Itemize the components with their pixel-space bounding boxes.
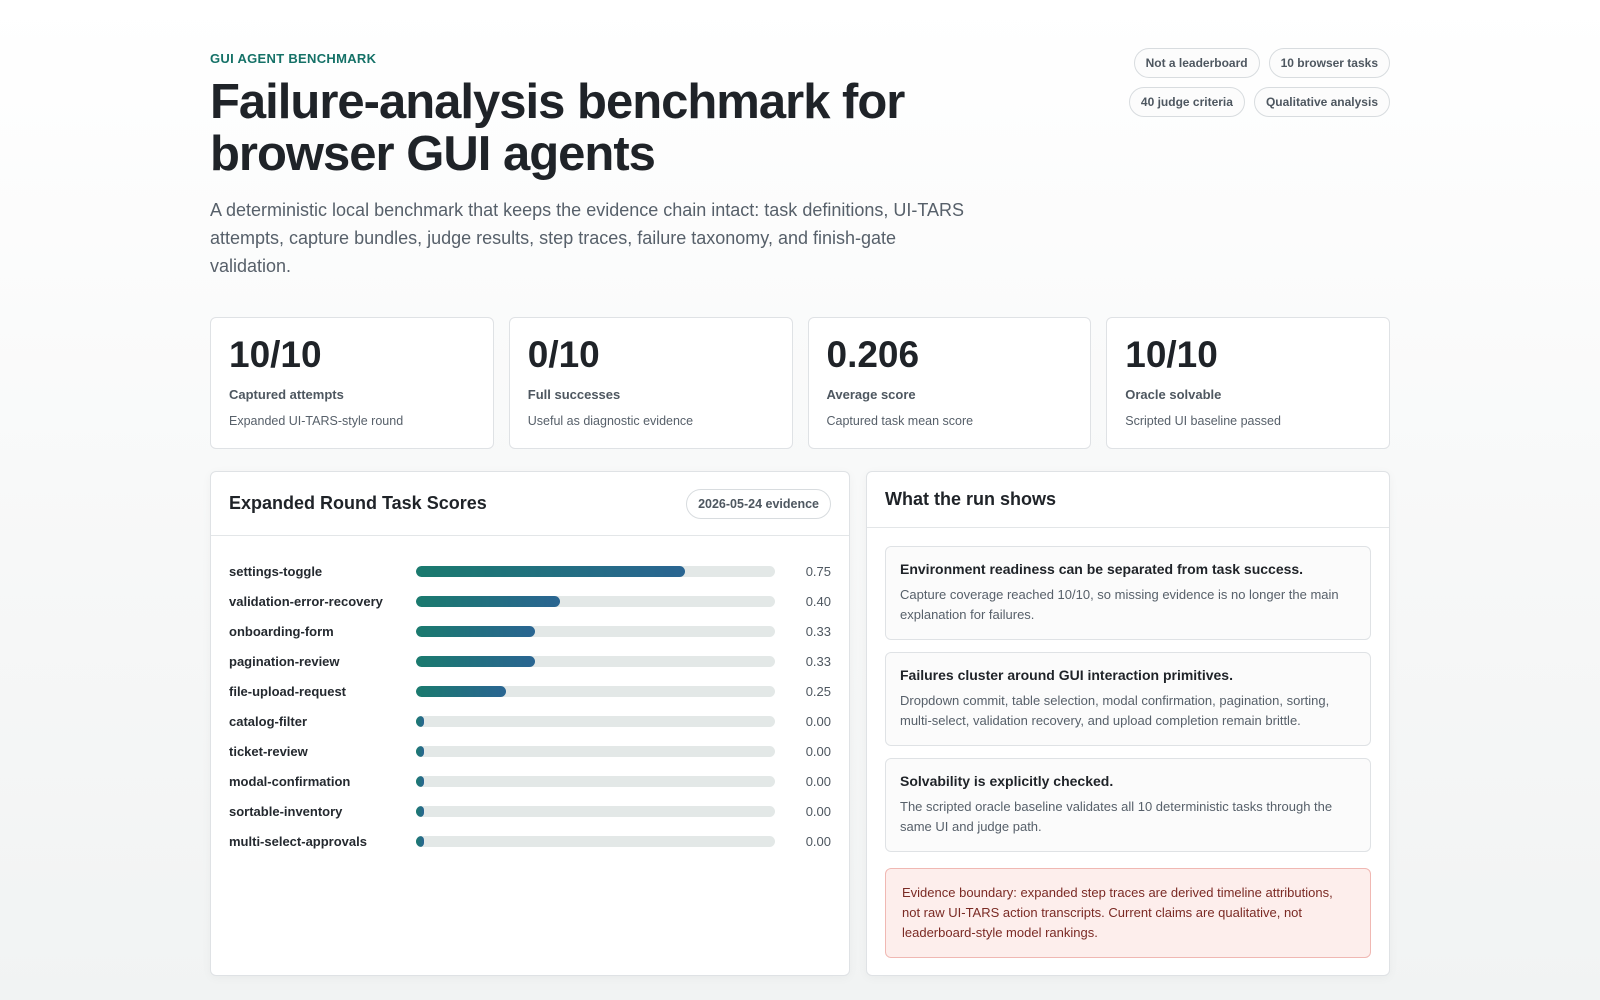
score-bar-track <box>416 835 776 847</box>
score-value: 0.75 <box>805 563 831 579</box>
insight-body: Capture coverage reached 10/10, so missi… <box>900 587 1339 622</box>
stat-description: Expanded UI-TARS-style round <box>229 414 404 428</box>
score-task-name: pagination-review <box>229 653 340 669</box>
score-task-name: onboarding-form <box>229 623 334 639</box>
page-subtitle: A deterministic local benchmark that kee… <box>210 200 965 276</box>
page-title: Failure-analysis benchmark for browser G… <box>210 75 905 181</box>
score-bar-track <box>416 685 776 697</box>
insight-body: Dropdown commit, table selection, modal … <box>900 693 1330 728</box>
score-bar-track <box>416 655 776 667</box>
score-value: 0.40 <box>805 593 831 609</box>
stat-label: Average score <box>826 387 916 402</box>
score-row: settings-toggle 0.75 <box>229 556 831 586</box>
stat-label: Full successes <box>527 387 621 402</box>
score-list: settings-toggle 0.75 validation-error-reco… <box>211 536 849 856</box>
score-task-name: catalog-filter <box>229 713 308 729</box>
score-row: modal-confirmation 0.00 <box>229 766 831 796</box>
task-scores-header: Expanded Round Task Scores 2026-05-24 ev… <box>211 472 849 536</box>
score-bar-track <box>416 745 776 757</box>
score-bar-track <box>416 565 776 577</box>
task-scores-title: Expanded Round Task Scores <box>229 493 487 513</box>
score-row: pagination-review 0.33 <box>229 646 831 676</box>
score-bar-fill <box>416 565 686 577</box>
score-bar-fill <box>416 745 424 757</box>
score-bar-track <box>416 625 776 637</box>
score-task-name: ticket-review <box>229 743 308 759</box>
stat-card-captured-attempts: 10/10 Captured attempts Expanded UI-TARS… <box>210 317 494 449</box>
stat-description: Scripted UI baseline passed <box>1125 414 1281 428</box>
insight-card: Failures cluster around GUI interaction … <box>885 652 1371 746</box>
score-row: multi-select-approvals 0.00 <box>229 826 831 856</box>
score-bar-fill <box>416 775 424 787</box>
score-bar-fill <box>416 715 424 727</box>
score-task-name: validation-error-recovery <box>229 593 383 609</box>
score-value: 0.33 <box>805 623 831 639</box>
score-value: 0.00 <box>805 803 831 819</box>
stat-description: Captured task mean score <box>826 414 974 428</box>
tag-list: Not a leaderboard 10 browser tasks 40 ju… <box>1100 48 1390 117</box>
score-task-name: sortable-inventory <box>229 803 343 819</box>
insight-title: Environment readiness can be separated f… <box>900 561 1304 577</box>
stat-description: Useful as diagnostic evidence <box>527 414 694 428</box>
score-bar-track <box>416 775 776 787</box>
insight-body: The scripted oracle baseline validates a… <box>900 799 1333 834</box>
eyebrow-label: GUI AGENT BENCHMARK <box>210 51 377 66</box>
score-task-name: settings-toggle <box>229 563 323 579</box>
score-bar-track <box>416 805 776 817</box>
tag-not-leaderboard: Not a leaderboard <box>1133 48 1260 78</box>
stat-card-full-successes: 0/10 Full successes Useful as diagnostic… <box>508 317 793 449</box>
run-insights-title: What the run shows <box>885 489 1056 509</box>
tag-browser-tasks: 10 browser tasks <box>1268 48 1390 78</box>
score-bar-fill <box>416 805 424 817</box>
stat-value: 10/10 <box>229 334 322 375</box>
run-insights-header: What the run shows <box>867 472 1389 528</box>
evidence-date-badge: 2026-05-24 evidence <box>686 488 831 519</box>
score-row: file-upload-request 0.25 <box>229 676 831 706</box>
stat-label: Oracle solvable <box>1125 387 1222 402</box>
stat-value: 0.206 <box>826 334 920 375</box>
score-task-name: modal-confirmation <box>229 773 351 789</box>
insight-title: Failures cluster around GUI interaction … <box>900 667 1233 683</box>
insight-list: Environment readiness can be separated f… <box>867 528 1389 958</box>
stat-label: Captured attempts <box>229 387 344 402</box>
stats-row: 10/10 Captured attempts Expanded UI-TARS… <box>210 317 1390 449</box>
score-value: 0.00 <box>805 773 831 789</box>
score-row: sortable-inventory 0.00 <box>229 796 831 826</box>
insight-card: Environment readiness can be separated f… <box>885 546 1371 640</box>
score-task-name: multi-select-approvals <box>229 833 367 849</box>
run-insights-panel: What the run shows Environment readiness… <box>866 471 1390 976</box>
score-value: 0.33 <box>805 653 831 669</box>
score-task-name: file-upload-request <box>229 683 347 699</box>
score-bar-fill <box>416 685 507 697</box>
score-bar-fill <box>416 835 424 847</box>
score-bar-track <box>416 595 776 607</box>
stat-card-oracle-solvable: 10/10 Oracle solvable Scripted UI baseli… <box>1106 317 1390 449</box>
insight-title: Solvability is explicitly checked. <box>900 773 1114 789</box>
score-value: 0.00 <box>805 713 831 729</box>
score-row: validation-error-recovery 0.40 <box>229 586 831 616</box>
score-value: 0.00 <box>805 833 831 849</box>
score-value: 0.00 <box>805 743 831 759</box>
score-bar-track <box>416 715 776 727</box>
score-value: 0.25 <box>805 683 831 699</box>
insight-card: Solvability is explicitly checked. The s… <box>885 758 1371 852</box>
stat-value: 0/10 <box>527 334 600 375</box>
score-row: onboarding-form 0.33 <box>229 616 831 646</box>
score-row: ticket-review 0.00 <box>229 736 831 766</box>
task-scores-panel: Expanded Round Task Scores 2026-05-24 ev… <box>210 471 850 976</box>
score-row: catalog-filter 0.00 <box>229 706 831 736</box>
score-bar-fill <box>416 655 535 667</box>
stat-value: 10/10 <box>1125 334 1218 375</box>
stat-card-average-score: 0.206 Average score Captured task mean s… <box>807 317 1092 449</box>
score-bar-fill <box>416 625 535 637</box>
evidence-boundary-note: Evidence boundary: expanded step traces … <box>885 868 1371 958</box>
score-bar-fill <box>416 595 560 607</box>
tag-judge-criteria: 40 judge criteria <box>1128 87 1245 117</box>
tag-qualitative-analysis: Qualitative analysis <box>1253 87 1390 117</box>
